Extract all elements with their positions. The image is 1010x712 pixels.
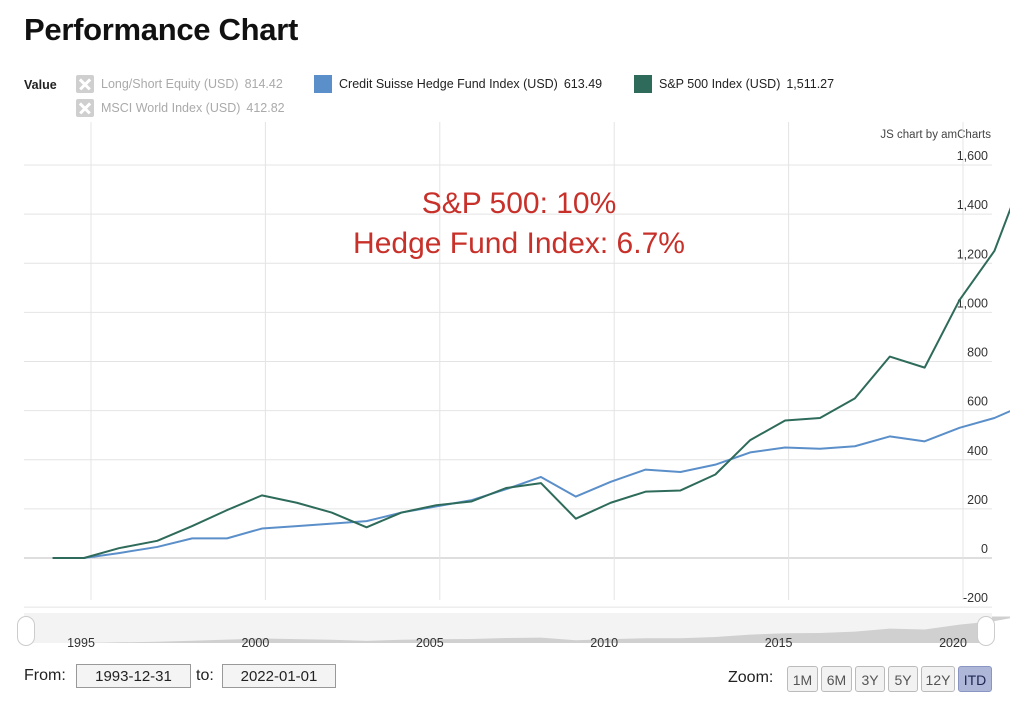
annotation-line-1: S&P 500: 10%: [422, 187, 617, 220]
to-date-input[interactable]: 2022-01-01: [222, 664, 336, 688]
zoom-1m-button[interactable]: 1M: [787, 666, 818, 692]
scrollbar-left-handle[interactable]: [17, 616, 35, 646]
x-axis: 1995 2000 2005 2010 2015 2020: [67, 636, 967, 650]
zoom-label: Zoom:: [728, 669, 774, 686]
series-swatch-icon: [314, 75, 332, 93]
range-controls: From: 1993-12-31 to: 2022-01-01 Zoom: 1M…: [0, 655, 1010, 700]
legend-item-value: 613.49: [563, 77, 603, 91]
x-tick-label: 2010: [590, 636, 618, 650]
y-tick-label: -200: [963, 591, 988, 605]
toggle-off-icon: [76, 99, 94, 117]
legend-item-name: S&P 500 Index (USD): [659, 77, 781, 91]
y-tick-label: 1,000: [957, 296, 988, 310]
scrollbar-overview: [24, 613, 1010, 643]
legend-item-name: Long/Short Equity (USD): [101, 77, 239, 91]
zoom-3y-button[interactable]: 3Y: [855, 666, 885, 692]
legend-item-msci-world[interactable]: MSCI World Index (USD) 412.82: [76, 98, 285, 118]
legend-item-value: 814.42: [244, 77, 283, 91]
y-tick-label: 800: [967, 346, 988, 360]
legend-item-value: 1,511.27: [786, 77, 835, 91]
zoom-5y-button[interactable]: 5Y: [888, 666, 918, 692]
x-tick-label: 2000: [241, 636, 269, 650]
legend-item-long-short-equity[interactable]: Long/Short Equity (USD) 814.42: [76, 74, 283, 94]
zoom-itd-button[interactable]: ITD: [958, 666, 992, 692]
chart-grid: [24, 122, 992, 608]
legend-value-label: Value: [24, 78, 57, 92]
to-label: to:: [196, 667, 214, 684]
y-tick-label: 400: [967, 444, 988, 458]
y-tick-label: 0: [981, 542, 988, 556]
series-swatch-icon: [634, 75, 652, 93]
y-tick-label: 1,600: [957, 149, 988, 163]
y-tick-label: 600: [967, 395, 988, 409]
x-tick-label: 1995: [67, 636, 95, 650]
from-date-input[interactable]: 1993-12-31: [76, 664, 191, 688]
scrollbar-right-handle[interactable]: [977, 616, 995, 646]
legend-item-value: 412.82: [246, 101, 285, 115]
annotation-line-2: Hedge Fund Index: 6.7%: [353, 227, 685, 260]
y-tick-label: 200: [967, 493, 988, 507]
scrollbar-overview-area: [52, 616, 1010, 643]
legend-item-name: MSCI World Index (USD): [101, 101, 241, 115]
y-tick-label: 1,400: [957, 198, 988, 212]
series-lines: [52, 207, 1010, 559]
line-chart: -200 0 200 400 600 800 1,000 1,200 1,400 1,600 19…: [24, 122, 1010, 650]
x-tick-label: 2015: [765, 636, 793, 650]
page-title: Performance Chart: [24, 12, 298, 47]
x-tick-label: 2020: [939, 636, 967, 650]
zoom-6m-button[interactable]: 6M: [821, 666, 852, 692]
legend-item-name: Credit Suisse Hedge Fund Index (USD): [339, 77, 558, 91]
x-tick-label: 2005: [416, 636, 444, 650]
y-axis: -200 0 200 400 600 800 1,000 1,200 1,400 1,600: [957, 149, 988, 605]
series-line-0: [52, 410, 1010, 559]
legend-item-credit-suisse[interactable]: Credit Suisse Hedge Fund Index (USD) 613…: [314, 74, 602, 94]
toggle-off-icon: [76, 75, 94, 93]
series-line-1: [52, 207, 1010, 559]
legend-item-sp500[interactable]: S&P 500 Index (USD) 1,511.27: [634, 74, 834, 94]
zoom-12y-button[interactable]: 12Y: [921, 666, 955, 692]
y-tick-label: 1,200: [957, 247, 988, 261]
from-label: From:: [24, 667, 66, 684]
